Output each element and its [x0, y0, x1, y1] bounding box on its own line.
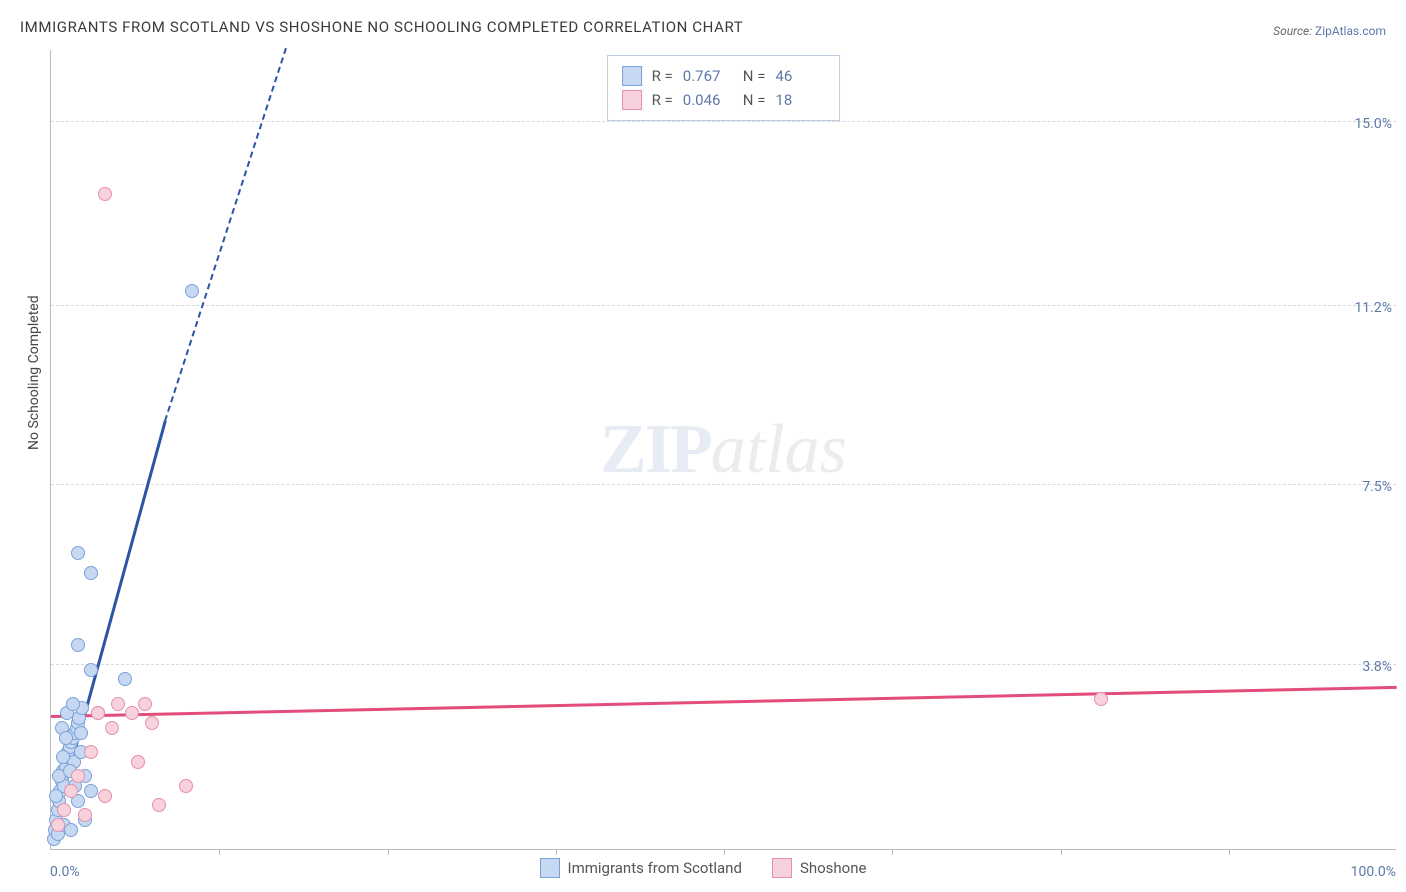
data-point	[131, 755, 145, 769]
data-point	[84, 745, 98, 759]
gridline	[51, 664, 1396, 665]
y-tick-label: 3.8%	[1362, 659, 1392, 675]
data-point	[84, 566, 98, 580]
legend-series-item: Shoshone	[772, 858, 867, 878]
chart-plot-area: ZIPatlas R = 0.767 N = 46 R = 0.046 N = 18 3.8%…	[50, 50, 1396, 850]
data-point	[91, 706, 105, 720]
gridline	[51, 484, 1396, 485]
source-attribution: Source: ZipAtlas.com	[1273, 24, 1386, 38]
y-tick-label: 11.2%	[1354, 300, 1392, 316]
source-prefix: Source:	[1273, 24, 1315, 38]
data-point	[145, 716, 159, 730]
chart-title: IMMIGRANTS FROM SCOTLAND VS SHOSHONE NO …	[20, 18, 743, 36]
x-tick	[724, 849, 725, 855]
legend-swatch	[772, 858, 792, 878]
series-legend: Immigrants from Scotland Shoshone	[0, 858, 1406, 878]
x-tick	[1229, 849, 1230, 855]
watermark: ZIPatlas	[600, 410, 847, 490]
watermark-atlas: atlas	[711, 411, 847, 488]
x-tick	[219, 849, 220, 855]
legend-swatch	[540, 858, 560, 878]
data-point	[111, 697, 125, 711]
x-tick	[892, 849, 893, 855]
data-point	[84, 663, 98, 677]
legend-correlation-row: R = 0.046 N = 18	[622, 88, 826, 112]
watermark-zip: ZIP	[600, 411, 711, 488]
legend-r-label: R =	[652, 88, 673, 112]
data-point	[71, 638, 85, 652]
x-tick	[1061, 849, 1062, 855]
legend-r-label: R =	[652, 64, 673, 88]
y-axis-label: No Schooling Completed	[26, 295, 42, 450]
legend-n-label: N =	[743, 88, 766, 112]
data-point	[105, 721, 119, 735]
trend-line	[164, 48, 287, 422]
data-point	[66, 697, 80, 711]
data-point	[64, 823, 78, 837]
trend-line	[51, 686, 1397, 718]
legend-n-value: 18	[775, 88, 825, 112]
x-tick	[556, 849, 557, 855]
data-point	[74, 726, 88, 740]
data-point	[49, 789, 63, 803]
data-point	[1094, 692, 1108, 706]
data-point	[71, 546, 85, 560]
legend-series-label: Immigrants from Scotland	[568, 859, 742, 877]
data-point	[56, 750, 70, 764]
data-point	[51, 818, 65, 832]
gridline	[51, 121, 1396, 122]
data-point	[125, 706, 139, 720]
y-tick-label: 15.0%	[1354, 116, 1392, 132]
data-point	[59, 731, 73, 745]
data-point	[179, 779, 193, 793]
legend-series-label: Shoshone	[800, 859, 867, 877]
data-point	[98, 187, 112, 201]
data-point	[98, 789, 112, 803]
data-point	[118, 672, 132, 686]
legend-n-value: 46	[775, 64, 825, 88]
legend-r-value: 0.767	[683, 64, 733, 88]
legend-n-label: N =	[743, 64, 766, 88]
legend-correlation-row: R = 0.767 N = 46	[622, 64, 826, 88]
legend-swatch	[622, 90, 642, 110]
y-tick-label: 7.5%	[1362, 479, 1392, 495]
data-point	[78, 808, 92, 822]
gridline	[51, 305, 1396, 306]
data-point	[71, 769, 85, 783]
correlation-legend: R = 0.767 N = 46 R = 0.046 N = 18	[607, 55, 841, 121]
data-point	[84, 784, 98, 798]
data-point	[138, 697, 152, 711]
data-point	[64, 784, 78, 798]
data-point	[57, 803, 71, 817]
data-point	[185, 284, 199, 298]
legend-swatch	[622, 66, 642, 86]
data-point	[152, 798, 166, 812]
x-tick	[388, 849, 389, 855]
source-link[interactable]: ZipAtlas.com	[1315, 24, 1386, 38]
legend-r-value: 0.046	[683, 88, 733, 112]
legend-series-item: Immigrants from Scotland	[540, 858, 742, 878]
